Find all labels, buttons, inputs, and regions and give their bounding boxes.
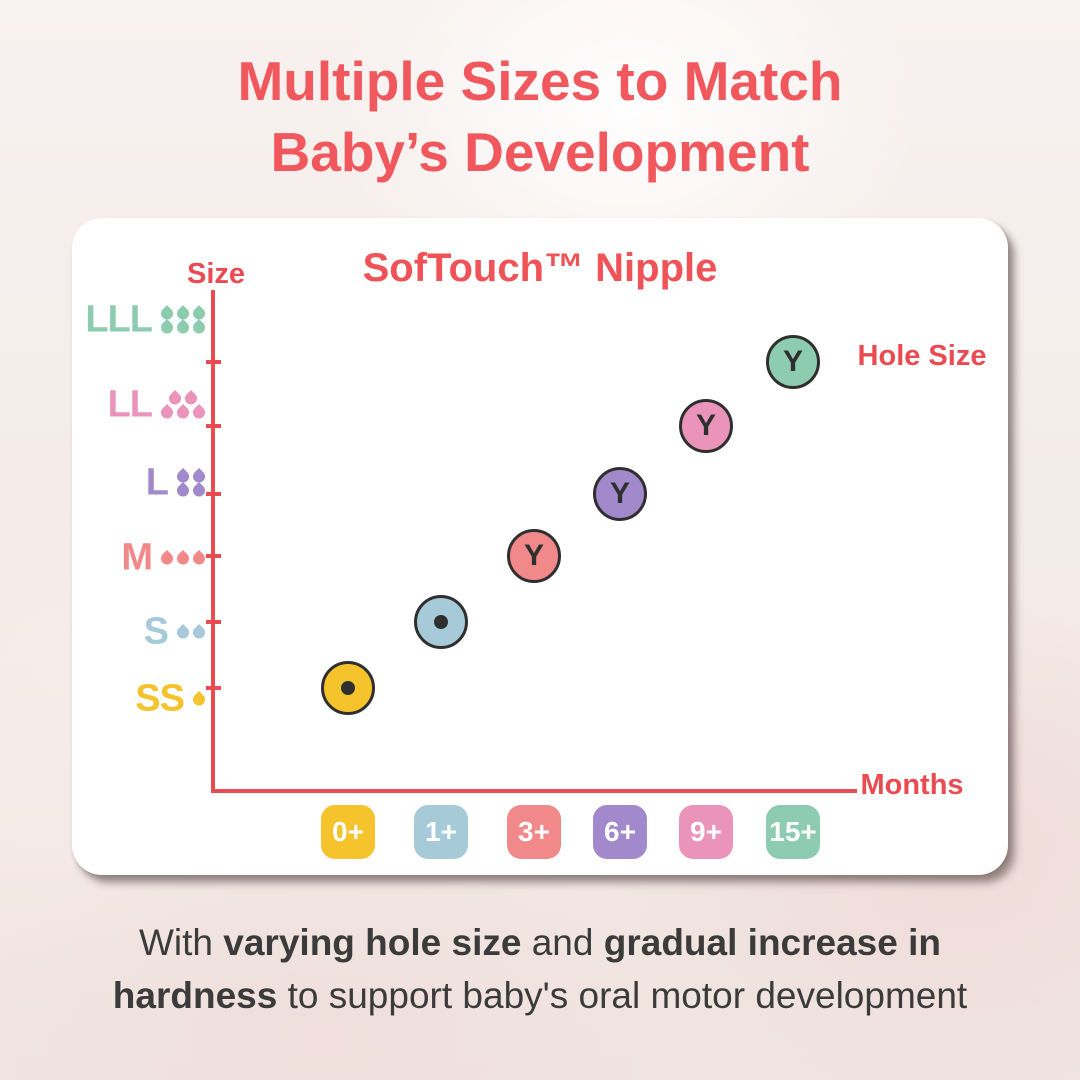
y-axis-tick	[206, 620, 221, 624]
y-axis-tick	[206, 686, 221, 690]
size-label-row-ll: LL	[107, 383, 208, 427]
size-label-row-ss: SS	[135, 677, 208, 721]
y-axis-line	[211, 290, 215, 793]
data-point-s	[414, 595, 468, 649]
month-chip-3plus: 3+	[507, 805, 561, 859]
y-axis-tick	[206, 360, 221, 364]
footer-caption: With varying hole size and gradual incre…	[0, 916, 1080, 1022]
round-hole-icon	[341, 681, 355, 695]
y-cut-hole-mark: Y	[782, 345, 803, 378]
droplet-icon	[174, 549, 192, 567]
flow-droplets-icon	[174, 623, 208, 641]
chart-title: SofTouch™ Nipple	[362, 246, 718, 290]
month-chip-label: 6+	[604, 816, 636, 847]
size-label-row-m: M	[121, 536, 208, 580]
flow-droplets-icon	[174, 467, 208, 499]
droplet-icon	[182, 389, 200, 407]
x-axis-title: Months	[860, 769, 964, 801]
month-chip-0plus: 0+	[321, 805, 375, 859]
droplet-icon	[190, 549, 208, 567]
size-label: L	[145, 461, 169, 504]
month-chip-1plus: 1+	[414, 805, 468, 859]
data-point-l: Y	[593, 467, 647, 521]
droplet-icon	[158, 549, 176, 567]
size-label: S	[143, 610, 169, 653]
droplet-icon	[174, 481, 192, 499]
round-hole-icon	[434, 615, 448, 629]
y-cut-hole-mark: Y	[609, 477, 630, 510]
month-chip-9plus: 9+	[679, 805, 733, 859]
hole-size-annotation: Hole Size	[857, 340, 987, 372]
droplet-icon	[190, 403, 208, 421]
droplet-row	[174, 481, 208, 499]
size-label-row-l: L	[145, 461, 208, 505]
droplet-row	[190, 690, 208, 708]
month-chip-15plus: 15+	[766, 805, 820, 859]
y-axis-title: Size	[186, 258, 246, 290]
page-title-line2: Baby’s Development	[270, 121, 810, 183]
droplet-icon	[190, 690, 208, 708]
caption-bold-text: hardness	[112, 975, 278, 1016]
chart-card: SofTouch™ Nipple Size Hole Size Months L…	[72, 218, 1008, 875]
page-title: Multiple Sizes to Match Baby’s Developme…	[0, 46, 1080, 188]
caption-text: and	[521, 922, 604, 963]
droplet-icon	[190, 481, 208, 499]
size-label: SS	[135, 677, 185, 720]
month-chip-6plus: 6+	[593, 805, 647, 859]
caption-text: With	[139, 922, 224, 963]
page-title-line1: Multiple Sizes to Match	[237, 50, 843, 112]
data-point-ss	[321, 661, 375, 715]
droplet-icon	[174, 318, 192, 336]
data-point-ll: Y	[679, 399, 733, 453]
month-chip-label: 9+	[690, 816, 722, 847]
droplet-row	[158, 549, 208, 567]
size-label-row-s: S	[143, 610, 208, 654]
month-chip-label: 15+	[769, 816, 817, 847]
droplet-row	[174, 623, 208, 641]
x-axis-line	[211, 789, 857, 793]
size-label: LLL	[85, 298, 153, 341]
caption-bold-text: gradual increase in	[603, 922, 941, 963]
y-axis-tick	[206, 424, 221, 428]
data-point-m: Y	[507, 529, 561, 583]
droplet-icon	[166, 389, 184, 407]
data-point-lll: Y	[766, 335, 820, 389]
droplet-icon	[174, 623, 192, 641]
droplet-row	[158, 304, 208, 322]
droplet-row	[174, 467, 208, 485]
size-label: M	[121, 536, 153, 579]
droplet-icon	[190, 623, 208, 641]
droplet-row	[158, 403, 208, 421]
caption-text: to support baby's oral motor development	[277, 975, 968, 1016]
month-chip-label: 3+	[518, 816, 550, 847]
y-axis-tick	[206, 554, 221, 558]
droplet-icon	[158, 403, 176, 421]
flow-droplets-icon	[190, 690, 208, 708]
droplet-row	[161, 389, 205, 407]
droplet-icon	[190, 318, 208, 336]
y-axis-tick	[206, 492, 221, 496]
y-cut-hole-mark: Y	[695, 409, 716, 442]
flow-droplets-icon	[158, 389, 208, 421]
month-chip-label: 0+	[332, 816, 364, 847]
size-label-row-lll: LLL	[85, 298, 208, 342]
flow-droplets-icon	[158, 549, 208, 567]
droplet-icon	[174, 403, 192, 421]
caption-bold-text: varying hole size	[223, 922, 522, 963]
flow-droplets-icon	[158, 304, 208, 336]
month-chip-label: 1+	[425, 816, 457, 847]
y-cut-hole-mark: Y	[523, 539, 544, 572]
droplet-row	[158, 318, 208, 336]
droplet-icon	[158, 318, 176, 336]
size-label: LL	[107, 383, 153, 426]
